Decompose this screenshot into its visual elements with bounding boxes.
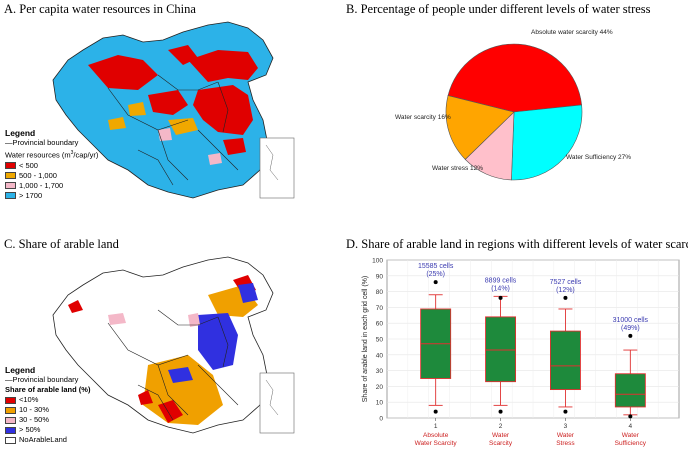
panel-a-map	[52, 21, 295, 199]
outlier-point	[628, 414, 633, 419]
legend-c-boundary: —Provincial boundary	[5, 375, 79, 384]
x-tick-label: 3	[564, 423, 568, 430]
outlier-point	[498, 295, 503, 300]
y-tick-label: 0	[379, 416, 383, 423]
cell-share-label: (49%)	[621, 325, 640, 332]
outlier-point	[433, 280, 438, 285]
cell-share-label: (12%)	[556, 287, 575, 294]
category-label: Absolute	[423, 432, 449, 439]
legend-a-heading: Legend	[5, 128, 36, 138]
water-scarcity-regions	[88, 45, 258, 155]
y-tick-label: 80	[376, 289, 384, 296]
legend-c-item: 30 - 50%	[5, 415, 90, 425]
legend-c: Legend —Provincial boundary Share of ara…	[5, 365, 90, 445]
y-tick-label: 30	[376, 368, 384, 375]
x-tick-label: 2	[499, 423, 503, 430]
cell-share-label: (25%)	[426, 271, 445, 278]
box	[485, 316, 517, 383]
legend-c-heading: Legend	[5, 365, 36, 375]
y-tick-label: 70	[376, 305, 384, 312]
category-label: Sufficiency	[615, 440, 647, 447]
pie-slice	[511, 104, 583, 181]
outlier-point	[563, 409, 568, 414]
pie-slice	[445, 95, 515, 160]
outlier-point	[498, 409, 503, 414]
legend-a-boundary: —Provincial boundary	[5, 138, 79, 147]
y-tick-label: 90	[376, 273, 384, 280]
pie-slice-label: Water stress 12%	[432, 165, 483, 172]
y-tick-label: 100	[372, 258, 383, 265]
legend-a: Legend —Provincial boundary Water resour…	[5, 128, 98, 201]
legend-a-item: < 500	[5, 161, 98, 171]
legend-a-item: 1,000 - 1,700	[5, 181, 98, 191]
y-tick-label: 40	[376, 352, 384, 359]
panel-c-title: C. Share of arable land	[4, 237, 119, 251]
category-label: Water	[492, 432, 510, 439]
legend-c-subheading: Share of arable land (%)	[5, 385, 91, 394]
pie-slice-label: Absolute water scarcity 44%	[531, 29, 613, 36]
box	[614, 373, 646, 408]
outlier-point	[433, 409, 438, 414]
provincial-boundaries	[107, 74, 239, 186]
y-axis-label: Share of arable land in each grid cell (…	[362, 276, 369, 402]
panel-a-title: A. Per capita water resources in China	[4, 2, 196, 16]
cell-count-label: 8899 cells	[485, 277, 517, 284]
x-tick-label: 1	[434, 423, 438, 430]
legend-a-item: 500 - 1,000	[5, 171, 98, 181]
category-label: Scarcity	[489, 440, 513, 447]
provincial-boundaries-c	[107, 309, 239, 421]
pie-slice-label: Water scarcity 16%	[395, 114, 451, 121]
south-china-sea-inset	[259, 137, 295, 199]
category-label: Water Scarcity	[415, 440, 458, 447]
moderate-scarcity-regions	[108, 102, 198, 135]
category-label: Water	[622, 432, 640, 439]
arable-over-50	[168, 283, 258, 383]
category-label: Water	[557, 432, 575, 439]
legend-c-item: <10%	[5, 395, 90, 405]
cell-count-label: 15585 cells	[418, 263, 454, 270]
legend-a-item: > 1700	[5, 191, 98, 201]
south-china-sea-inset-c	[259, 372, 295, 434]
cell-count-label: 31000 cells	[613, 317, 649, 324]
box-plot: 0 10 20 30 40 50 60 70 80 90 100 Share of arable la…	[362, 258, 680, 447]
panel-c-map	[52, 256, 295, 434]
y-tick-label: 10	[376, 400, 384, 407]
cell-count-label: 7527 cells	[550, 279, 582, 286]
arable-30-50	[108, 313, 200, 327]
outlier-point	[563, 295, 568, 300]
cell-share-label: (14%)	[491, 285, 510, 292]
panel-d-title: D. Share of arable land in regions with …	[346, 237, 688, 251]
panel-b-title: B. Percentage of people under different …	[346, 2, 651, 16]
pie-slice-label: Water Sufficiency 27%	[566, 154, 631, 161]
legend-c-item: > 50%	[5, 425, 90, 435]
pie-slice	[447, 43, 582, 113]
water-stress-regions	[158, 128, 222, 165]
legend-c-item: 10 - 30%	[5, 405, 90, 415]
box	[549, 330, 581, 391]
pie-chart: Absolute water scarcity 44% Water Suffici…	[395, 29, 631, 181]
outlier-point	[628, 333, 633, 338]
y-tick-label: 20	[376, 384, 384, 391]
category-label: Stress	[556, 440, 575, 447]
y-tick-label: 60	[376, 321, 384, 328]
y-tick-label: 50	[376, 337, 384, 344]
x-tick-label: 4	[629, 423, 633, 430]
legend-c-item: NoArableLand	[5, 435, 90, 445]
legend-a-subheading: Water resources (m3/cap/yr)	[5, 150, 99, 160]
